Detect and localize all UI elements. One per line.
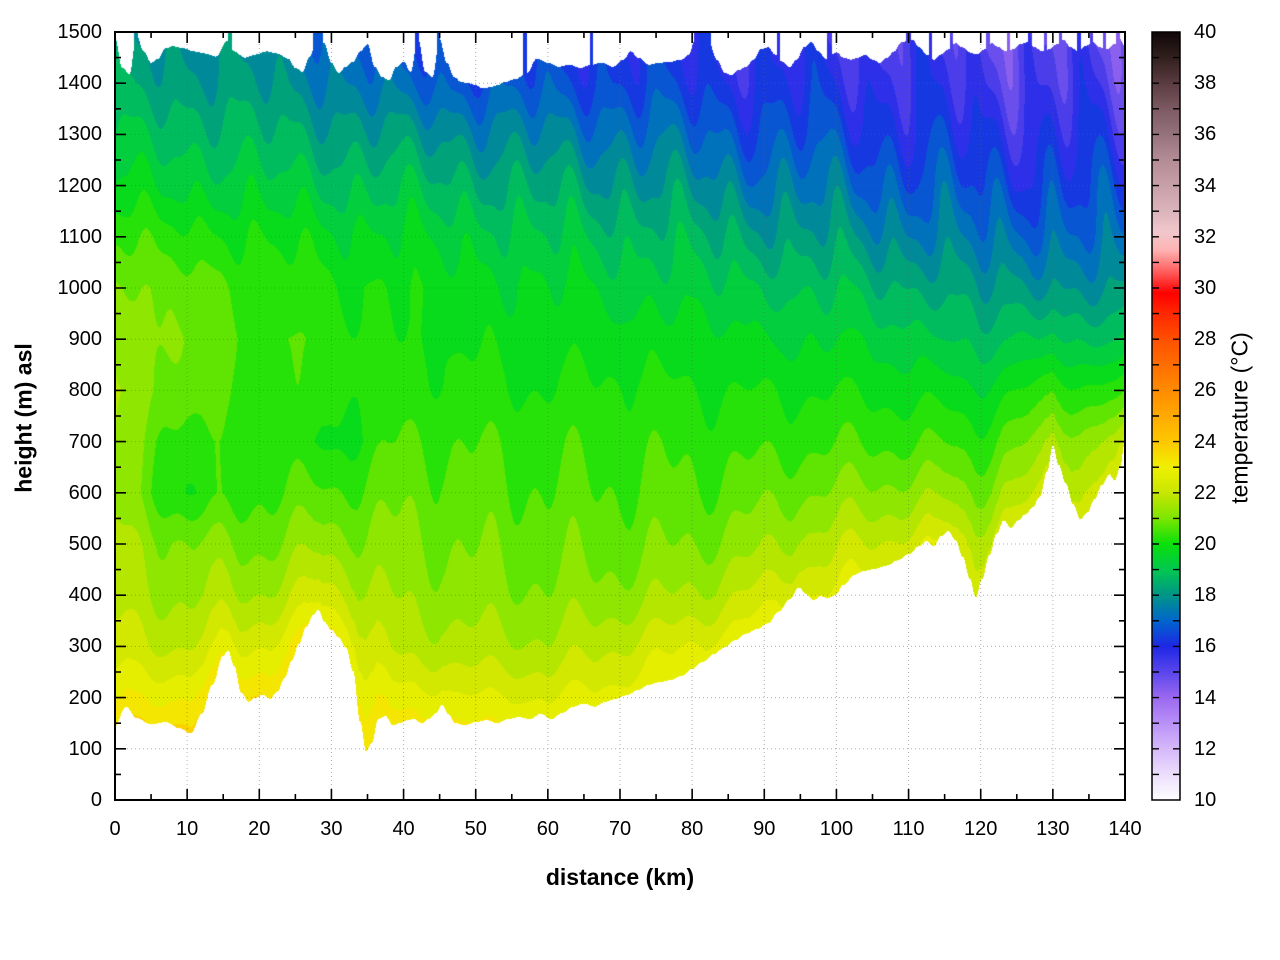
- y-tick-label-400: 400: [68, 584, 102, 607]
- colorbar-tick-label-36: 36: [1194, 123, 1217, 146]
- colorbar-tick-label-24: 24: [1194, 430, 1217, 453]
- x-tick-label-90: 90: [753, 818, 776, 840]
- x-tick-label-40: 40: [392, 818, 415, 840]
- x-tick-label-60: 60: [536, 818, 559, 840]
- y-tick-label-0: 0: [90, 789, 102, 811]
- x-tick-label-130: 130: [1036, 818, 1070, 840]
- x-tick-label-70: 70: [608, 818, 632, 840]
- y-tick-label-300: 300: [68, 635, 102, 658]
- y-tick-label-1300: 1300: [57, 123, 103, 146]
- colorbar-tick-label-10: 10: [1194, 789, 1217, 811]
- x-tick-label-120: 120: [964, 818, 998, 840]
- x-tick-label-20: 20: [248, 818, 271, 840]
- y-tick-label-900: 900: [68, 328, 102, 351]
- y-tick-label-700: 700: [68, 430, 102, 453]
- y-tick-label-600: 600: [68, 481, 102, 504]
- x-tick-label-50: 50: [464, 818, 487, 840]
- y-tick-label-1000: 1000: [57, 277, 103, 299]
- colorbar-tick-label-20: 20: [1194, 533, 1217, 555]
- colorbar-tick-label-38: 38: [1194, 72, 1217, 95]
- colorbar-tick-label-26: 26: [1194, 379, 1217, 402]
- y-tick-label-1400: 1400: [57, 72, 103, 95]
- y-axis-title: height (m) asl: [10, 343, 37, 493]
- x-tick-label-30: 30: [320, 818, 343, 840]
- x-tick-label-0: 0: [109, 818, 121, 840]
- x-tick-label-100: 100: [819, 818, 854, 840]
- y-tick-label-100: 100: [68, 737, 102, 760]
- y-tick-label-1500: 1500: [57, 21, 103, 43]
- axis-ticks: [114, 31, 1126, 801]
- x-tick-label-80: 80: [681, 818, 704, 840]
- y-tick-label-200: 200: [68, 686, 102, 709]
- colorbar-ticks: [1152, 56, 1180, 776]
- colorbar-tick-label-16: 16: [1194, 635, 1217, 658]
- y-tick-label-1200: 1200: [57, 174, 103, 197]
- colorbar-tick-label-32: 32: [1194, 225, 1217, 248]
- y-tick-label-800: 800: [68, 379, 102, 402]
- colorbar-tick-label-40: 40: [1194, 21, 1217, 43]
- colorbar-tick-label-18: 18: [1194, 584, 1217, 607]
- y-tick-label-500: 500: [68, 533, 102, 555]
- colorbar-tick-label-34: 34: [1194, 174, 1217, 197]
- colorbar-tick-label-22: 22: [1194, 481, 1217, 504]
- x-tick-label-10: 10: [176, 818, 199, 840]
- colorbar-title: temperature (°C): [1226, 332, 1253, 504]
- colorbar-tick-label-30: 30: [1194, 277, 1217, 299]
- x-axis-title: distance (km): [545, 864, 695, 890]
- colorbar-tick-label-12: 12: [1194, 737, 1217, 760]
- grid-lines: [115, 32, 1125, 800]
- colorbar-tick-label-14: 14: [1194, 686, 1217, 709]
- x-tick-label-110: 110: [892, 818, 925, 840]
- colorbar-tick-label-28: 28: [1194, 328, 1217, 351]
- x-tick-label-140: 140: [1108, 818, 1142, 840]
- y-tick-label-1100: 1100: [58, 225, 102, 248]
